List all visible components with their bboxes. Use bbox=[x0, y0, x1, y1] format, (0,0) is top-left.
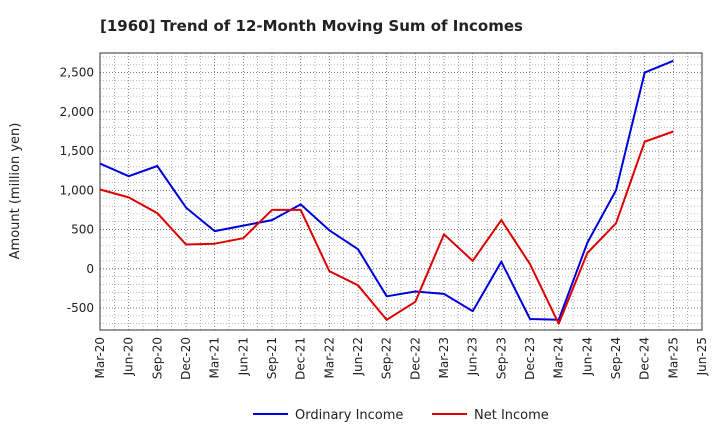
y-tick-label: 2,500 bbox=[60, 66, 94, 80]
x-tick-label: Jun-22 bbox=[351, 337, 365, 376]
y-tick-label: 1,000 bbox=[60, 183, 94, 197]
x-tick-label: Dec-22 bbox=[408, 337, 422, 380]
y-tick-label: -500 bbox=[67, 301, 94, 315]
x-tick-label: Sep-22 bbox=[380, 337, 394, 379]
x-tick-label: Jun-24 bbox=[580, 337, 594, 376]
legend: Ordinary Income Net Income bbox=[253, 408, 549, 423]
x-tick-label: Sep-20 bbox=[150, 337, 164, 379]
series-lines bbox=[99, 59, 674, 325]
x-tick-label: Dec-20 bbox=[179, 337, 193, 380]
x-tick-label: Jun-23 bbox=[466, 337, 480, 376]
x-tick-label: Mar-22 bbox=[322, 337, 336, 378]
series-line-net-income bbox=[99, 130, 674, 325]
x-tick-label: Dec-21 bbox=[294, 337, 308, 380]
x-tick-label: Jun-20 bbox=[122, 337, 136, 376]
x-tick-label: Mar-24 bbox=[552, 337, 566, 378]
grid-lines bbox=[99, 53, 703, 330]
x-tick-label: Mar-25 bbox=[666, 337, 680, 378]
x-tick-label: Dec-23 bbox=[523, 337, 537, 380]
x-tick-label: Sep-21 bbox=[265, 337, 279, 379]
x-tick-label: Mar-20 bbox=[93, 337, 107, 378]
legend-label: Ordinary Income bbox=[295, 408, 403, 423]
chart-title: [1960] Trend of 12-Month Moving Sum of I… bbox=[100, 17, 523, 35]
x-tick-labels: Mar-20 Jun-20 Sep-20 Dec-20 Mar-21 Jun-21 Sep-… bbox=[93, 337, 709, 380]
y-tick-label: 2,000 bbox=[60, 105, 94, 119]
series-line-ordinary-income bbox=[99, 59, 674, 321]
x-tick-label: Jun-25 bbox=[695, 337, 709, 376]
x-tick-label: Mar-21 bbox=[208, 337, 222, 378]
y-tick-label: 0 bbox=[86, 262, 94, 276]
y-axis-label: Amount (million yen) bbox=[8, 123, 23, 260]
x-tick-label: Jun-21 bbox=[236, 337, 250, 376]
x-tick-label: Dec-24 bbox=[638, 337, 652, 380]
y-tick-labels: -500 0 500 1,000 1,500 2,000 2,500 bbox=[60, 66, 94, 315]
x-tick-label: Sep-24 bbox=[609, 337, 623, 379]
plot-frame bbox=[99, 52, 703, 331]
y-tick-label: 1,500 bbox=[60, 144, 94, 158]
legend-label: Net Income bbox=[474, 408, 549, 423]
x-tick-label: Sep-23 bbox=[494, 337, 508, 379]
x-tick-label: Mar-23 bbox=[437, 337, 451, 378]
y-tick-label: 500 bbox=[71, 223, 94, 237]
